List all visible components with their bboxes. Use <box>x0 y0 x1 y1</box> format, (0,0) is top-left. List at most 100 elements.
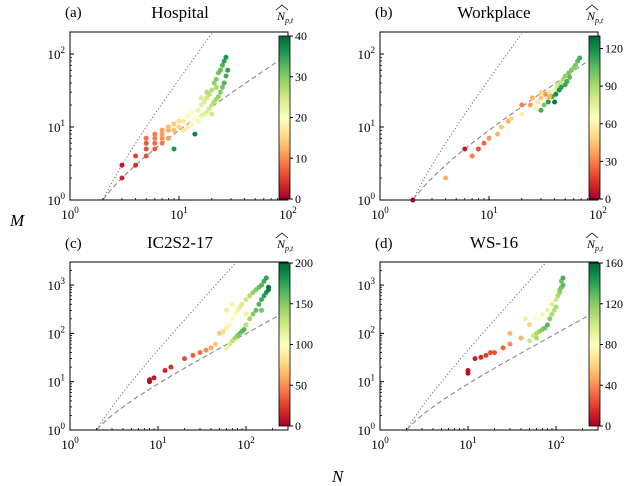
colorbar-tick-label: 50 <box>295 378 307 392</box>
data-point <box>159 140 165 146</box>
panel-title: IC2S2-17 <box>147 233 214 252</box>
data-point <box>545 99 551 105</box>
data-point <box>554 83 560 89</box>
data-point <box>215 94 221 100</box>
colorbar: Np,t 0 40 80 120 160 <box>585 232 623 433</box>
colorbar-tick-label: 120 <box>605 42 623 56</box>
colorbar: Np,t 0 10 20 30 40 <box>275 4 307 206</box>
colorbar-tick-label: 120 <box>605 297 623 311</box>
panel-b: (b) Workplace 100 101 102 100 101 102 Np,t 0… <box>358 3 624 222</box>
colorbar-tick-label: 100 <box>295 338 313 352</box>
data-point <box>533 105 539 111</box>
x-tick-label: 100 <box>61 435 79 452</box>
colorbar-label: Np,t <box>586 237 604 253</box>
colorbar-label: Np,t <box>586 9 604 25</box>
colorbar-label-symbol: N <box>586 237 596 251</box>
colorbar-label-subscript: p,t <box>284 16 294 25</box>
data-point <box>213 84 219 90</box>
data-point <box>495 131 501 137</box>
x-tick-label: 101 <box>170 205 188 222</box>
colorbar-tick-label: 30 <box>605 154 617 168</box>
data-point <box>577 55 583 61</box>
data-point <box>545 322 550 328</box>
colorbar-tick-label: 40 <box>605 378 617 392</box>
data-point <box>181 127 186 133</box>
data-point <box>508 116 514 122</box>
x-tick-label: 102 <box>237 435 254 452</box>
data-point <box>181 118 186 124</box>
panel-title: WS-16 <box>470 233 518 252</box>
data-point <box>564 79 570 84</box>
y-tick-label: 100 <box>358 421 376 438</box>
data-point <box>527 322 532 328</box>
data-point <box>221 80 227 86</box>
data-point <box>219 84 225 90</box>
data-point <box>481 140 487 146</box>
data-point <box>229 301 235 307</box>
data-point <box>253 307 259 313</box>
panel-a: (a) Hospital 100 101 102 100 101 102 Np,t 0 1… <box>48 3 308 222</box>
data-point <box>188 109 194 115</box>
data-point <box>519 111 525 117</box>
y-tick-label: 103 <box>358 276 376 293</box>
colorbar-tick-label: 200 <box>295 256 313 270</box>
data-point <box>523 316 528 322</box>
data-point <box>229 316 235 322</box>
colorbar-tick-label: 20 <box>295 111 307 125</box>
colorbar-gradient <box>588 262 601 427</box>
data-point <box>195 107 201 113</box>
data-point <box>168 364 174 370</box>
data-point <box>133 153 139 159</box>
y-tick-label: 100 <box>358 191 376 208</box>
data-point <box>243 311 249 317</box>
data-point <box>545 307 550 313</box>
data-point <box>159 135 165 141</box>
data-point <box>227 322 232 328</box>
y-axis-label: M <box>9 211 25 230</box>
colorbar-label-subscript: p,t <box>284 244 294 253</box>
x-tick-label: 102 <box>589 205 607 222</box>
data-point <box>213 76 219 82</box>
panel-label: (a) <box>65 5 82 21</box>
data-point <box>119 175 125 181</box>
data-point <box>147 377 152 383</box>
data-point <box>239 301 245 307</box>
colorbar-tick-label: 0 <box>295 419 301 433</box>
data-point <box>171 121 177 127</box>
colorbar-tick-label: 10 <box>295 151 307 165</box>
panel-title: Hospital <box>151 3 209 22</box>
data-point <box>560 275 566 281</box>
data-point <box>529 95 535 101</box>
y-tick-label: 101 <box>358 118 376 135</box>
data-point <box>572 62 578 68</box>
data-point <box>224 345 229 351</box>
data-point <box>152 131 158 137</box>
plot-frame <box>69 261 289 431</box>
data-point <box>538 107 544 113</box>
data-point <box>176 118 182 124</box>
plot-frame <box>69 31 289 201</box>
data-point <box>232 311 238 317</box>
colorbar-tick-label: 90 <box>605 79 617 93</box>
data-point <box>143 153 149 159</box>
data-point <box>547 316 553 322</box>
data-point <box>553 297 559 303</box>
y-tick-label: 102 <box>358 45 376 62</box>
x-tick-label: 100 <box>371 435 389 452</box>
y-tick-label: 102 <box>48 45 66 62</box>
data-point <box>475 146 481 152</box>
reference-line-complete-graph <box>412 33 523 200</box>
data-point <box>159 127 165 133</box>
data-point <box>266 284 271 290</box>
data-point <box>188 121 194 127</box>
data-point <box>176 124 182 130</box>
data-point <box>133 162 139 168</box>
colorbar-label-hat <box>585 4 599 11</box>
colorbar-label-hat <box>585 232 599 239</box>
y-tick-label: 102 <box>358 324 376 341</box>
colorbar-label-hat <box>275 4 289 11</box>
x-tick-label: 101 <box>480 205 498 222</box>
reference-line-tree <box>96 309 289 430</box>
data-point <box>472 356 478 362</box>
panel-c: (c) IC2S2-17 100 101 102 100 101 102 103 Np,t… <box>48 232 313 452</box>
